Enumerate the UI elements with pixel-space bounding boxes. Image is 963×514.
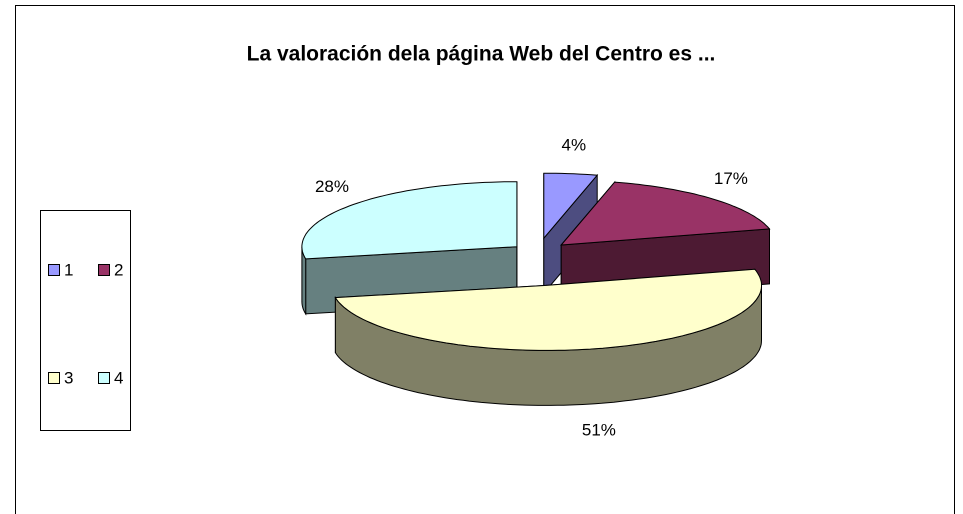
slice-top [560, 181, 771, 246]
data-label: 17% [714, 169, 748, 188]
pie: 4% 17% 51% 28% [301, 135, 771, 440]
legend-label: 3 [64, 368, 73, 387]
slice-top [301, 181, 518, 260]
slice-top [334, 268, 762, 351]
legend-swatch [48, 372, 60, 384]
slice [334, 268, 762, 406]
data-label: 4% [562, 135, 587, 154]
data-label: 51% [582, 421, 616, 440]
legend-label: 1 [64, 260, 73, 279]
legend-label: 4 [114, 368, 123, 387]
slice-top [543, 172, 599, 240]
data-label: 28% [315, 177, 349, 196]
chart-title: La valoración dela página Web del Centro… [247, 43, 716, 66]
legend-swatch [98, 264, 110, 276]
legend: 1 2 3 4 [48, 260, 123, 387]
legend-box [40, 210, 131, 431]
legend-swatch [48, 264, 60, 276]
legend-label: 2 [114, 260, 123, 279]
legend-swatch [98, 372, 110, 384]
